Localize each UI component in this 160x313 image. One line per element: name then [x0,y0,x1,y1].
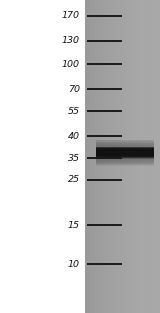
Bar [102,0,104,313]
Bar [124,0,126,313]
Bar [96,140,154,165]
Bar [96,143,154,162]
Bar [96,141,154,164]
Bar [136,0,137,313]
Bar [96,147,154,159]
Bar [96,0,98,313]
Bar [120,0,122,313]
Bar [158,0,160,313]
Text: 170: 170 [62,11,80,20]
Bar [96,144,154,162]
Bar [132,0,134,313]
Bar [154,0,156,313]
Bar [128,0,130,313]
Text: 10: 10 [68,260,80,269]
Bar [141,0,143,313]
Bar [96,145,154,160]
Bar [96,142,154,164]
Bar [105,0,107,313]
Bar [149,0,151,313]
Text: 15: 15 [68,221,80,230]
Bar [137,0,139,313]
Bar [98,0,100,313]
Bar [96,146,154,159]
Text: 70: 70 [68,85,80,94]
Bar [85,0,87,313]
Bar [145,0,147,313]
Bar [130,0,132,313]
Bar [0,0,85,313]
Bar [111,0,113,313]
Text: 100: 100 [62,60,80,69]
Text: 130: 130 [62,36,80,45]
Bar [139,0,141,313]
Text: 40: 40 [68,132,80,141]
Bar [107,0,109,313]
Bar [147,0,149,313]
Bar [96,142,154,163]
Bar [85,0,160,313]
Bar [143,0,145,313]
Bar [96,147,154,158]
Text: 55: 55 [68,107,80,115]
Bar [117,0,119,313]
Bar [151,0,152,313]
Bar [104,0,105,313]
Bar [122,0,124,313]
Bar [87,0,89,313]
Bar [89,0,90,313]
Bar [109,0,111,313]
Bar [100,0,102,313]
Bar [113,0,115,313]
Bar [96,140,154,166]
Bar [115,0,117,313]
Bar [90,0,92,313]
Bar [119,0,120,313]
Text: 35: 35 [68,154,80,162]
Bar [96,145,154,161]
Bar [92,0,94,313]
Bar [94,0,96,313]
Text: 25: 25 [68,176,80,184]
Bar [96,149,154,156]
Bar [156,0,158,313]
Bar [152,0,154,313]
Bar [126,0,128,313]
Bar [134,0,136,313]
Bar [96,148,154,157]
